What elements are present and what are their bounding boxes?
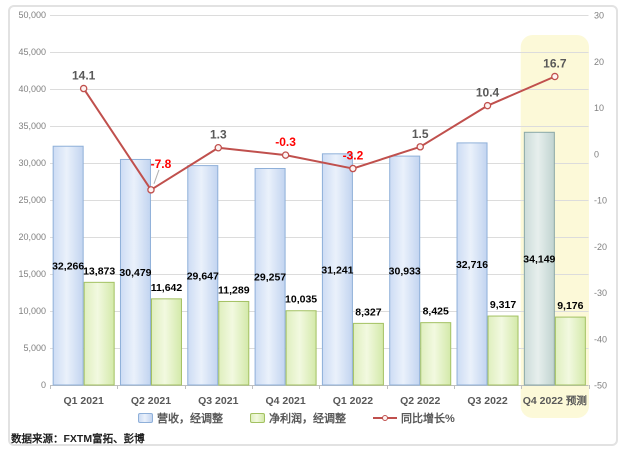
category-label: Q3 2022 — [467, 395, 507, 407]
legend-label-yoy: 同比增长% — [401, 413, 455, 425]
profit-bar[interactable] — [554, 316, 586, 386]
right-axis-tick-label: 0 — [594, 149, 599, 159]
yoy-value-label: 14.1 — [72, 69, 96, 83]
legend-item-yoy[interactable]: 同比增长% — [373, 410, 455, 426]
yoy-point[interactable] — [79, 84, 88, 93]
revenue-bar-value-label: 29,647 — [187, 270, 219, 282]
revenue-bar-value-label: 30,933 — [389, 266, 421, 278]
yoy-line-swatch-icon — [373, 413, 397, 423]
right-axis-tick-label: -50 — [594, 381, 607, 391]
left-axis-tick-label: 15,000 — [18, 269, 46, 279]
yoy-label-leader-line — [153, 169, 160, 184]
category-label: Q3 2021 — [198, 395, 238, 407]
profit-bar-value-label: 9,317 — [490, 299, 516, 311]
profit-bar[interactable] — [150, 298, 182, 386]
left-axis-tick-label: 25,000 — [18, 195, 46, 205]
revenue-bar[interactable] — [456, 142, 488, 386]
yoy-point[interactable] — [416, 143, 424, 151]
profit-bar-value-label: 11,289 — [218, 284, 250, 296]
revenue-bar[interactable] — [389, 155, 421, 386]
yoy-value-label: -3.2 — [343, 149, 364, 163]
right-axis-tick-label: 30 — [594, 11, 604, 21]
revenue-bar-value-label: 34,149 — [523, 254, 555, 266]
revenue-bar-value-label: 30,479 — [119, 267, 151, 279]
category-label: Q1 2021 — [64, 395, 104, 407]
yoy-point[interactable] — [349, 164, 357, 173]
yoy-value-label: 1.3 — [210, 128, 227, 142]
profit-bar[interactable] — [218, 300, 250, 386]
profit-bar[interactable] — [420, 322, 452, 386]
right-axis-tick-label: -10 — [594, 196, 607, 206]
left-axis-tick-label: 10,000 — [18, 306, 46, 316]
yoy-value-label: 16.7 — [543, 57, 567, 71]
revenue-bar[interactable] — [119, 158, 151, 386]
legend-item-profit[interactable]: 净利润，经调整 — [250, 410, 346, 426]
revenue-bar-value-label: 29,257 — [254, 272, 286, 284]
profit-bar-value-label: 10,035 — [285, 294, 317, 306]
left-axis-tick-label: 0 — [41, 380, 46, 390]
revenue-bar[interactable] — [523, 131, 555, 386]
revenue-bar[interactable] — [321, 153, 353, 386]
profit-bar[interactable] — [285, 310, 317, 386]
category-label: Q2 2022 — [400, 395, 440, 407]
left-axis-tick-label: 45,000 — [18, 47, 46, 57]
yoy-point[interactable] — [214, 143, 223, 152]
category-label: Q1 2022 — [333, 395, 373, 407]
profit-bar[interactable] — [352, 322, 384, 386]
yoy-point[interactable] — [281, 151, 290, 159]
left-axis-tick-label: 5,000 — [23, 343, 46, 353]
yoy-point[interactable] — [483, 101, 492, 110]
legend-label-revenue: 营收，经调整 — [157, 413, 223, 425]
chart-legend: 营收，经调整 净利润，经调整 同比增长% — [138, 409, 455, 427]
profit-bar[interactable] — [83, 281, 115, 386]
category-label: Q4 2021 — [265, 395, 305, 407]
category-label: Q2 2021 — [131, 395, 171, 407]
revenue-bar-value-label: 32,266 — [52, 261, 84, 273]
revenue-bar-value-label: 31,241 — [321, 264, 353, 276]
profit-bar-value-label: 8,327 — [355, 306, 381, 318]
yoy-value-label: 1.5 — [412, 127, 429, 141]
yoy-line — [82, 75, 556, 191]
profit-bar-value-label: 11,642 — [151, 282, 183, 294]
left-axis-tick-label: 20,000 — [18, 232, 46, 242]
right-axis-tick-label: 10 — [594, 103, 604, 113]
source-note: 数据来源：FXTM富拓、彭博 — [11, 433, 145, 445]
profit-bar[interactable] — [487, 315, 519, 386]
yoy-value-label: 10.4 — [476, 86, 500, 100]
profit-bar-value-label: 9,176 — [557, 300, 583, 312]
right-axis-tick-label: 20 — [594, 57, 604, 67]
yoy-value-label: -0.3 — [275, 135, 296, 149]
right-axis-tick-label: -40 — [594, 334, 607, 344]
legend-item-revenue[interactable]: 营收，经调整 — [138, 410, 223, 426]
profit-bar-swatch-icon — [250, 413, 265, 423]
left-axis-tick-label: 40,000 — [18, 84, 46, 94]
revenue-bar[interactable] — [254, 167, 286, 386]
yoy-point[interactable] — [551, 72, 559, 81]
profit-bar-value-label: 8,425 — [423, 306, 449, 318]
legend-label-profit: 净利润，经调整 — [269, 413, 346, 425]
right-axis-tick-label: -20 — [594, 242, 607, 252]
left-axis-tick-label: 50,000 — [18, 10, 46, 20]
revenue-bar-value-label: 32,716 — [456, 259, 488, 271]
yoy-point[interactable] — [147, 186, 155, 194]
left-axis-tick-label: 30,000 — [18, 158, 46, 168]
revenue-bar[interactable] — [52, 145, 84, 386]
right-axis-tick-label: -30 — [594, 288, 607, 298]
profit-bar-value-label: 13,873 — [83, 265, 115, 277]
revenue-bar[interactable] — [187, 165, 219, 386]
category-label: Q4 2022 预测 — [523, 394, 587, 407]
yoy-value-label: -7.8 — [151, 157, 172, 171]
revenue-bar-swatch-icon — [138, 413, 153, 423]
left-axis-tick-label: 35,000 — [18, 121, 46, 131]
